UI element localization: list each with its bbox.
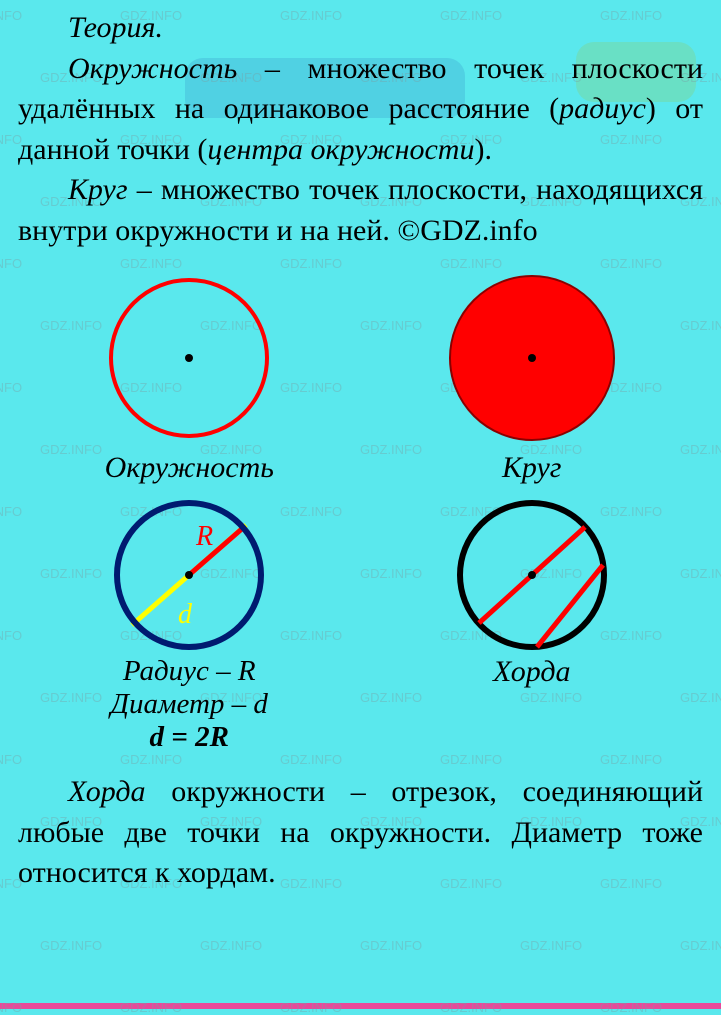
p3-term: Хорда	[68, 775, 146, 808]
rd-label2: Диаметр – d	[25, 688, 354, 721]
rd-center-dot	[185, 571, 193, 579]
bottom-bar	[0, 1003, 721, 1009]
chord-definition: Хорда окружности – отрезок, соеди­няющий…	[18, 772, 703, 894]
diagram-disk: Круг	[367, 271, 696, 485]
theory-text: Теория. Окружность – множество точек пло…	[18, 8, 703, 251]
diameter-label: d	[178, 599, 193, 630]
diagram-radius-diameter: R d Радиус – R Диаметр – d d = 2R	[25, 495, 354, 754]
radius-label: R	[195, 521, 213, 552]
p1-radius: радиус	[559, 92, 646, 125]
disk-label: Круг	[367, 451, 696, 485]
chord-label: Хорда	[367, 655, 696, 689]
p1-t6: ).	[474, 133, 492, 166]
disk-svg	[437, 271, 627, 446]
circle-svg	[94, 271, 284, 446]
rd-label1: Радиус – R	[25, 655, 354, 688]
diagrams-grid: Окружность Круг R d Радиус – R Диаметр –…	[18, 271, 703, 764]
diagram-circle: Окружность	[25, 271, 354, 485]
theory-title: Теория.	[68, 11, 163, 44]
p1-center: цен­тра окружности	[207, 133, 474, 166]
p1-term: Окружность	[68, 52, 237, 85]
circle-label: Окружность	[25, 451, 354, 485]
chord-svg	[437, 495, 627, 655]
rd-svg: R d	[94, 495, 284, 655]
circle-center-dot	[185, 354, 193, 362]
disk-center-dot	[528, 354, 536, 362]
diagram-chord: Хорда	[367, 495, 696, 754]
p2-term: Круг	[68, 173, 128, 206]
chord-center-dot	[528, 571, 536, 579]
rd-formula: d = 2R	[25, 721, 354, 754]
content-area: Теория. Окружность – множество точек пло…	[0, 0, 721, 894]
